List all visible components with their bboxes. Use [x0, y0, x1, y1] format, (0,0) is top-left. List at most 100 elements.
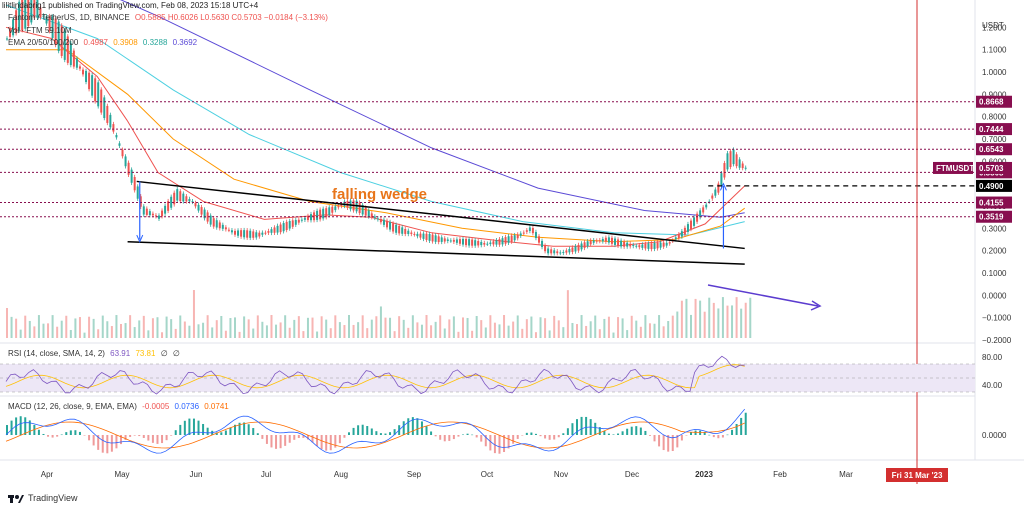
macd-histogram-bar [192, 418, 195, 435]
candle-body [282, 223, 285, 232]
macd-histogram-bar [493, 435, 496, 454]
legend-rsi: RSI (14, close, SMA, 14, 2) 63.91 73.81 … [8, 349, 183, 358]
candle-body [319, 209, 322, 220]
candle-body [230, 230, 233, 233]
candle-body [139, 196, 142, 207]
legend-rsi-label: RSI (14, close, SMA, 14, 2) [8, 349, 105, 358]
volume-bar [120, 323, 122, 338]
candle-body [279, 224, 282, 233]
volume-bar [717, 308, 720, 338]
macd-histogram-bar [302, 435, 305, 438]
candle-body [696, 213, 699, 222]
candle-body [91, 75, 94, 96]
volume-bar [343, 325, 346, 338]
candle-body [291, 220, 294, 227]
volume-bar [658, 315, 661, 338]
candle-body [109, 114, 112, 128]
macd-histogram-bar [471, 434, 474, 436]
volume-bar [644, 315, 647, 338]
candle-body [200, 207, 203, 215]
y-tick-label: 0.8000 [982, 113, 1007, 122]
volume-bar [370, 319, 373, 338]
macd-histogram-bar [88, 435, 91, 441]
candle-body [206, 212, 209, 222]
volume-bar [238, 331, 241, 338]
rsi-tick-label: 80.00 [982, 353, 1003, 362]
macd-histogram-bar [726, 434, 729, 436]
volume-bar [24, 315, 27, 338]
volume-bar [243, 316, 246, 338]
volume-bar [293, 319, 296, 338]
y-tick-label: 1.1000 [982, 46, 1007, 55]
volume-bar [147, 330, 150, 338]
candle-body [449, 240, 452, 242]
volume-bar [348, 315, 350, 338]
candle-body [285, 221, 288, 231]
macd-histogram-bar [489, 435, 492, 451]
macd-histogram-bar [411, 417, 414, 435]
candle-body [57, 21, 60, 52]
volume-bar [311, 317, 314, 338]
macd-histogram-bar [170, 435, 173, 436]
macd-histogram-bar [297, 435, 300, 439]
volume-bar [74, 318, 77, 338]
candle-body [33, 0, 36, 18]
candle-body [443, 238, 446, 242]
publish-header: lilitlindabrig1 published on TradingView… [2, 1, 259, 10]
level-tag-bg [976, 196, 1012, 209]
candle-body [237, 230, 240, 236]
candle-body [501, 238, 504, 245]
candle-body [504, 237, 507, 244]
macd-histogram-bar [562, 433, 565, 435]
candle-body [662, 242, 665, 247]
macd-histogram-bar [644, 430, 647, 435]
macd-histogram-bar [229, 427, 232, 435]
volume-bar [33, 326, 36, 338]
macd-histogram-bar [311, 435, 314, 443]
volume-bar [607, 316, 610, 338]
candle-body [392, 223, 395, 232]
macd-histogram-bar [448, 435, 451, 441]
volume-bar [462, 317, 464, 338]
volume-bar [375, 316, 378, 338]
volume-bar [589, 321, 592, 338]
volume-bar [183, 321, 186, 338]
macd-histogram-bar [521, 435, 524, 436]
candle-body [85, 70, 88, 83]
candle-body [48, 16, 51, 32]
volume-bar [402, 319, 405, 338]
candle-body [668, 242, 671, 244]
volume-bar [329, 328, 332, 338]
macd-histogram-bar [544, 435, 547, 439]
candle-body [610, 237, 613, 244]
legend-symbol-name: Fantom / TetherUS, 1D, BINANCE [8, 13, 130, 22]
candle-body [626, 242, 629, 247]
candle-body [690, 220, 692, 230]
candle-body [732, 149, 735, 165]
volume-bar [47, 323, 50, 338]
volume-bar [129, 315, 132, 338]
x-tick-label: Oct [481, 470, 494, 479]
x-tick-label: Apr [41, 470, 54, 479]
volume-bar [671, 315, 674, 338]
macd-histogram-bar [151, 435, 154, 443]
macd-histogram-bar [548, 435, 551, 440]
volume-bar [6, 308, 8, 338]
dashed-level-tag-bg [976, 179, 1012, 192]
legend-macd-line: 0.0736 [174, 402, 200, 411]
candle-body [145, 208, 148, 215]
candle-body [176, 189, 179, 201]
volume-bar [580, 315, 583, 338]
volume-bar [480, 320, 483, 338]
macd-histogram-bar [553, 435, 556, 440]
macd-tick-label: 0.0000 [982, 431, 1007, 440]
macd-histogram-bar [106, 435, 109, 454]
macd-histogram-bar [744, 412, 747, 435]
candle-body [726, 153, 729, 170]
macd-histogram-bar [252, 428, 255, 435]
candle-body [294, 219, 297, 225]
volume-bar [598, 329, 601, 338]
volume-bar [621, 318, 624, 338]
candle-body [720, 173, 723, 186]
macd-histogram-bar [270, 435, 273, 448]
